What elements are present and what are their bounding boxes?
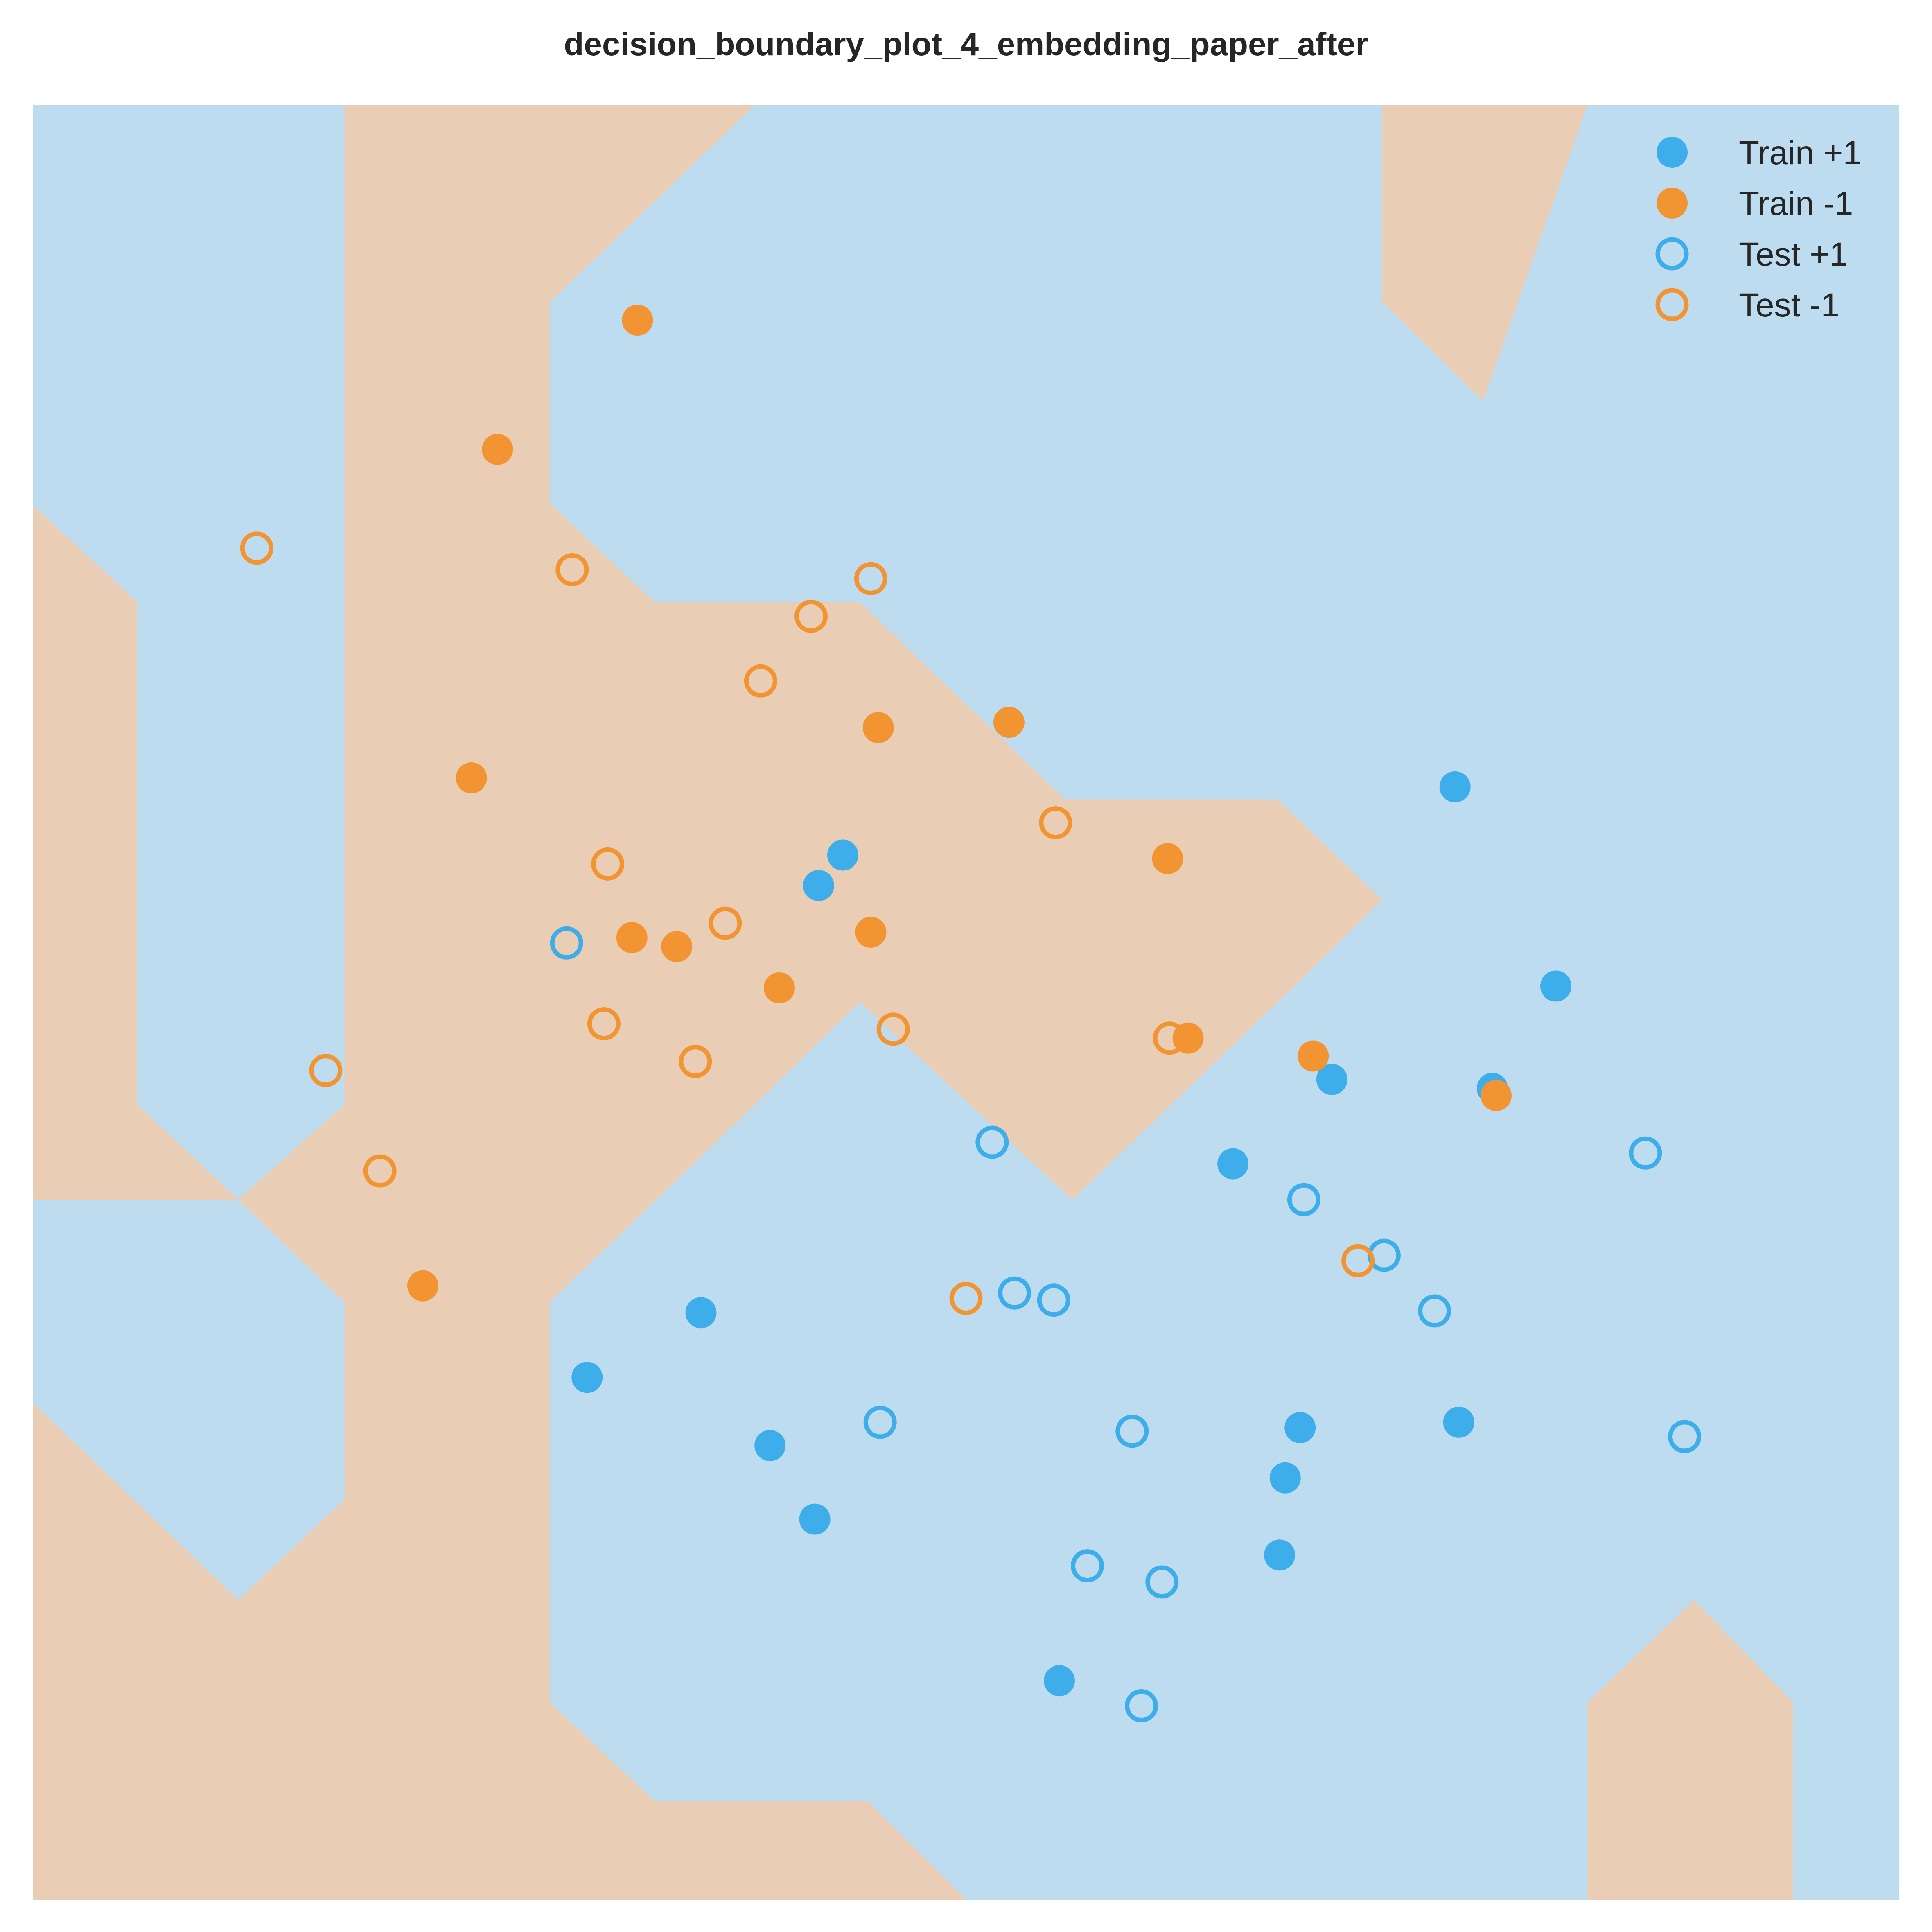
point-test-pos1-7 [1037,1283,1070,1317]
point-test-neg1-8 [1153,1021,1186,1055]
point-train-neg1-3 [862,712,894,743]
point-test-neg1-13 [363,1154,397,1188]
point-train-pos1-2 [1316,1064,1347,1095]
legend-label-test-pos1: Test +1 [1739,236,1848,273]
point-train-pos1-0 [1439,771,1471,802]
point-test-pos1-6 [998,1276,1031,1310]
point-train-pos1-11 [1443,1406,1474,1438]
point-test-neg1-11 [679,1045,712,1078]
point-train-pos1-10 [1284,1412,1316,1443]
point-test-neg1-15 [1341,1244,1375,1277]
point-train-pos1-9 [754,1430,786,1461]
legend-marker-test-neg1 [1655,288,1689,321]
point-test-pos1-0 [550,926,583,960]
legend-marker-train-pos1 [1657,137,1688,168]
data-points [240,305,1702,1722]
point-train-neg1-9 [764,972,795,1003]
legend-marker-train-neg1 [1657,188,1688,219]
point-test-neg1-3 [794,599,828,633]
point-train-neg1-11 [1298,1040,1329,1072]
point-test-pos1-9 [1115,1415,1149,1448]
legend-label-train-neg1: Train -1 [1739,185,1853,222]
point-train-neg1-1 [482,434,513,465]
point-train-pos1-5 [803,870,834,901]
point-train-neg1-0 [622,305,653,336]
point-train-neg1-12 [1481,1080,1512,1111]
point-test-pos1-13 [1125,1689,1158,1722]
point-train-pos1-8 [571,1362,603,1393]
plot-area [33,105,1899,1900]
point-test-neg1-6 [591,847,624,881]
point-train-pos1-7 [685,1297,717,1329]
point-train-neg1-5 [1152,843,1183,874]
legend: Train +1 Train -1 Test +1 Test -1 [1655,134,1862,324]
point-test-neg1-10 [876,1012,910,1046]
point-test-pos1-8 [863,1406,897,1439]
point-train-neg1-8 [855,917,887,948]
point-test-pos1-10 [1668,1420,1702,1453]
legend-label-test-neg1: Test -1 [1739,287,1839,324]
point-train-neg1-13 [407,1270,438,1302]
negative-region-1 [1382,105,1588,401]
point-train-neg1-6 [616,922,648,954]
point-test-neg1-2 [854,562,887,595]
legend-label-train-pos1: Train +1 [1739,134,1862,172]
point-test-neg1-0 [240,531,273,565]
point-test-neg1-12 [309,1054,343,1087]
negative-decision-regions [33,105,1793,1900]
chart-title: decision_boundary_plot_4_embedding_paper… [564,26,1368,62]
point-test-pos1-1 [975,1125,1009,1159]
point-test-pos1-11 [1070,1549,1104,1583]
point-train-pos1-4 [827,839,858,871]
point-test-pos1-5 [1629,1136,1662,1170]
point-test-neg1-7 [709,906,742,940]
point-train-neg1-7 [661,931,693,963]
point-train-neg1-2 [456,762,487,793]
point-train-neg1-4 [993,707,1025,738]
point-train-pos1-6 [1217,1148,1249,1180]
point-train-pos1-1 [1540,970,1571,1002]
point-test-neg1-5 [1039,806,1072,840]
point-test-pos1-12 [1145,1565,1179,1599]
negative-region-2 [1587,1600,1793,1900]
point-train-pos1-12 [1269,1462,1301,1494]
point-test-neg1-4 [744,664,777,698]
point-test-neg1-14 [949,1281,983,1315]
point-train-pos1-15 [1044,1665,1075,1697]
point-test-neg1-1 [555,553,589,586]
point-test-pos1-2 [1287,1183,1320,1216]
point-train-pos1-13 [799,1503,831,1535]
negative-region-0 [33,105,1382,1900]
point-train-pos1-14 [1264,1539,1296,1571]
point-test-pos1-4 [1418,1294,1451,1328]
legend-marker-test-pos1 [1655,237,1689,271]
point-test-neg1-9 [587,1007,621,1041]
